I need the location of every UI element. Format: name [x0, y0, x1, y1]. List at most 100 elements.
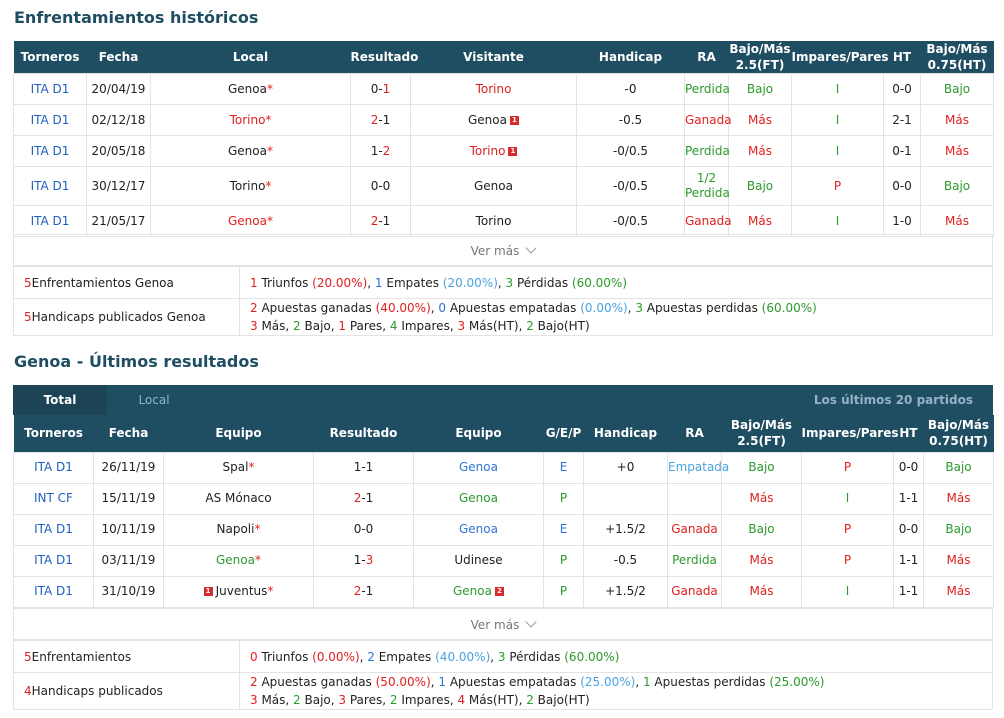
recent-tab-bar: Total Local Los últimos 20 partidos: [13, 385, 993, 415]
league-link[interactable]: ITA D1: [13, 73, 87, 105]
summary-fragment: 3: [635, 301, 643, 315]
summary-fragment: Apuestas empatadas: [446, 301, 581, 315]
summary-fragment: 2: [293, 693, 301, 707]
summary-fragment: Más(HT),: [465, 693, 527, 707]
date-cell: 20/05/18: [86, 135, 151, 167]
odd-even-cell: I: [791, 104, 884, 136]
home-team-link[interactable]: Genoa: [216, 553, 255, 567]
handicap-cell: -0.5: [576, 104, 685, 136]
home-team-link[interactable]: Napoli: [216, 522, 255, 536]
star-icon: *: [267, 584, 274, 598]
result-cell: 2-1: [350, 104, 411, 136]
away-team-link[interactable]: Torino: [475, 213, 512, 228]
home-score: 2: [353, 584, 362, 598]
away-team-link[interactable]: Genoa: [474, 178, 513, 193]
table-row: ITA D1 21/05/17 Genoa* 2-1 Torino -0/0.5 Ganad…: [13, 205, 994, 237]
summary-fragment: (60.00%): [564, 649, 620, 664]
away-team-link[interactable]: Genoa: [459, 522, 498, 536]
odd-even-cell: P: [801, 451, 894, 484]
league-link[interactable]: ITA D1: [13, 104, 87, 136]
home-team-link[interactable]: AS Mónaco: [205, 491, 272, 505]
recent-summary: 5 Enfrentamientos 0 Triunfos (0.00%), 2 …: [13, 640, 993, 710]
home-team-cell: Spal*: [163, 451, 314, 484]
score-sep: -: [378, 112, 383, 127]
tab-total[interactable]: Total: [13, 385, 107, 415]
home-team-link[interactable]: Genoa: [228, 213, 267, 228]
h2h-section-title: Enfrentamientos históricos: [14, 8, 259, 27]
away-team-link[interactable]: Genoa: [468, 112, 507, 127]
summary-fragment: Pares,: [346, 693, 390, 707]
summary-fragment: 2: [367, 649, 375, 664]
league-link[interactable]: ITA D1: [13, 451, 94, 484]
red-card-icon: 1: [508, 146, 518, 156]
home-team-link[interactable]: Spal: [222, 460, 249, 474]
red-card-icon: 1: [509, 115, 519, 125]
league-link[interactable]: ITA D1: [13, 135, 87, 167]
h2h-ver-mas-button[interactable]: Ver más: [13, 234, 993, 266]
summary-fragment: Bajo,: [300, 693, 339, 707]
summary-fragment: ,: [635, 675, 643, 689]
table-row: ITA D1 10/11/19 Napoli* 0-0 Genoa E +1.5/2 Gana…: [13, 513, 994, 546]
summary-fragment: Apuestas empatadas: [446, 675, 581, 689]
league-link[interactable]: ITA D1: [13, 205, 87, 237]
league-link[interactable]: ITA D1: [13, 513, 94, 546]
score-sep: -: [361, 460, 366, 474]
league-link[interactable]: INT CF: [13, 482, 94, 515]
away-team-link[interactable]: Torino: [475, 81, 512, 96]
handicap-cell: [583, 482, 668, 515]
home-team-cell: Torino*: [150, 104, 351, 136]
ht-cell: 0-0: [883, 73, 921, 105]
home-team-cell: Genoa*: [150, 135, 351, 167]
ra-cell: 1/2 Perdida: [684, 166, 730, 206]
ra-cell: Perdida: [667, 544, 722, 577]
away-team-link[interactable]: Genoa: [453, 584, 492, 598]
ht-cell: 0-0: [883, 166, 921, 206]
odd-even-cell: P: [791, 166, 884, 206]
col-header: RA: [684, 41, 729, 74]
table-row: ITA D1 20/04/19 Genoa* 0-1 Torino -0 Perdida Ba…: [13, 73, 994, 105]
ra-cell: Perdida: [684, 73, 730, 105]
col-header: Fecha: [86, 41, 151, 74]
col-header: Handicap: [576, 41, 685, 74]
ra-cell: Perdida: [684, 135, 730, 167]
col-header: RA: [667, 415, 722, 452]
gep-cell: E: [543, 451, 584, 484]
summary-fragment: Más,: [257, 319, 294, 333]
over-under-ht-cell: Bajo: [923, 513, 994, 546]
summary-fragment: ,: [497, 275, 506, 290]
away-team-link[interactable]: Genoa: [459, 460, 498, 474]
away-score: 0: [382, 178, 391, 193]
home-team-link[interactable]: Genoa: [228, 81, 267, 96]
away-team-link[interactable]: Genoa: [459, 491, 498, 505]
away-team-link[interactable]: Udinese: [454, 553, 503, 567]
summary-fragment: Apuestas perdidas: [642, 301, 762, 315]
league-link[interactable]: ITA D1: [13, 166, 87, 206]
handicap-cell: -0/0.5: [576, 135, 685, 167]
score-sep: -: [378, 143, 383, 158]
league-link[interactable]: ITA D1: [13, 544, 94, 577]
odd-even-cell: I: [791, 73, 884, 105]
summary-fragment: ,: [490, 649, 498, 664]
recent-ver-mas-button[interactable]: Ver más: [13, 608, 993, 640]
star-icon: *: [265, 112, 272, 127]
col-header: Bajo/Más 0.75(HT): [920, 41, 994, 74]
home-team-link[interactable]: Genoa: [228, 143, 267, 158]
away-score: 1: [365, 584, 374, 598]
home-score: 1: [353, 460, 362, 474]
odd-even-cell: P: [801, 544, 894, 577]
summary-fragment: Pérdidas: [513, 275, 572, 290]
home-team-link[interactable]: Juventus: [215, 584, 268, 598]
summary-fragment: 3: [457, 319, 466, 333]
ht-cell: 1-0: [883, 205, 921, 237]
away-score: 1: [365, 460, 374, 474]
tab-local[interactable]: Local: [138, 393, 170, 407]
away-team-link[interactable]: Torino: [469, 143, 506, 158]
last-matches-label: Los últimos 20 partidos: [813, 393, 973, 407]
summary-fragment: Pares,: [346, 319, 390, 333]
over-under-cell: Bajo: [721, 451, 802, 484]
over-under-ht-cell: Bajo: [920, 73, 994, 105]
home-team-link[interactable]: Torino: [229, 112, 266, 127]
home-team-link[interactable]: Torino: [229, 178, 266, 193]
summary-fragment: Apuestas perdidas: [650, 675, 770, 689]
league-link[interactable]: ITA D1: [13, 575, 94, 608]
